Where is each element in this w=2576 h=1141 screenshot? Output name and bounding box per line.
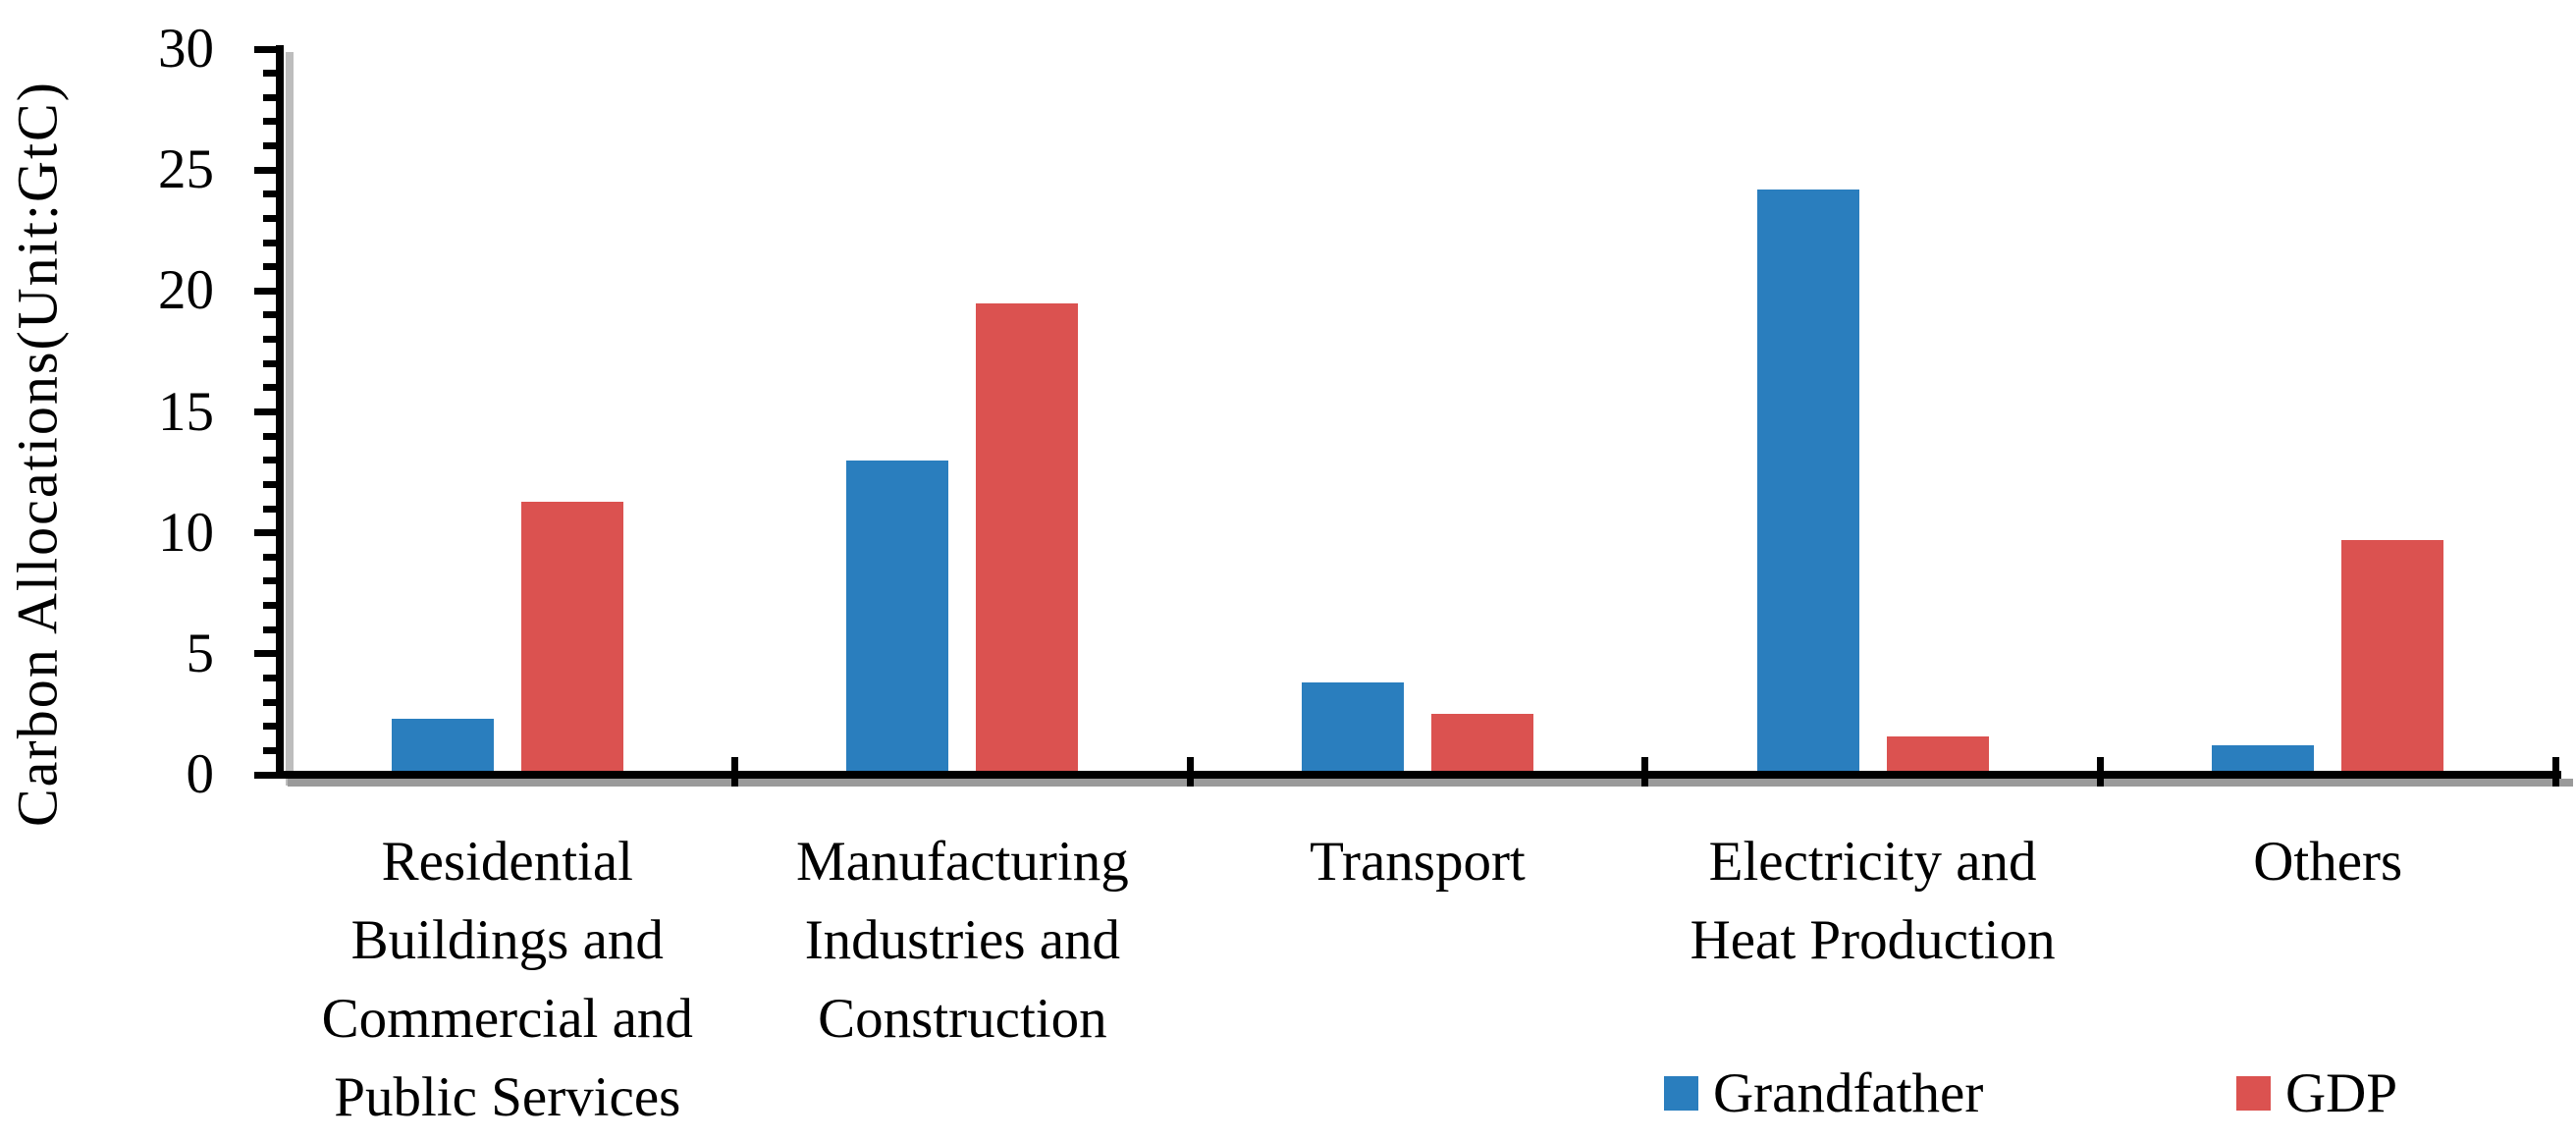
x-boundary-tick — [2096, 757, 2104, 787]
y-minor-tick — [263, 70, 280, 78]
bar-gdp-3 — [1431, 714, 1533, 779]
y-major-tick — [254, 287, 280, 295]
y-minor-tick — [263, 553, 280, 561]
y-minor-tick — [263, 118, 280, 126]
y-tick-label: 15 — [158, 380, 214, 443]
y-minor-tick — [263, 311, 280, 319]
y-minor-tick — [263, 359, 280, 367]
y-minor-tick — [263, 505, 280, 513]
category-label: Others — [2253, 831, 2403, 893]
bar-grandfather-1 — [391, 719, 494, 779]
y-minor-tick — [263, 432, 280, 440]
y-tick-label: 5 — [186, 622, 215, 684]
y-major-tick — [254, 529, 280, 537]
category-label: Manufacturing Industries and Constructio… — [796, 831, 1129, 1050]
y-minor-tick — [263, 239, 280, 246]
bar-grandfather-3 — [1302, 682, 1404, 779]
y-minor-tick — [263, 384, 280, 392]
y-minor-tick — [263, 746, 280, 754]
y-tick-label: 30 — [158, 18, 214, 80]
y-major-tick — [254, 650, 280, 658]
y-minor-tick — [263, 263, 280, 271]
y-minor-tick — [263, 602, 280, 610]
legend-swatch-gdp — [2236, 1075, 2271, 1111]
y-minor-tick — [263, 457, 280, 464]
bar-grandfather-2 — [846, 460, 949, 779]
legend-item-gdp: GDP — [2236, 1062, 2397, 1124]
category-label: Transport — [1310, 831, 1526, 893]
x-axis-line — [276, 771, 2561, 779]
y-minor-tick — [263, 336, 280, 344]
legend-item-grandfather: Grandfather — [1664, 1062, 1983, 1124]
y-minor-tick — [263, 625, 280, 633]
y-major-tick — [254, 45, 280, 53]
x-boundary-tick — [2551, 757, 2559, 787]
legend-swatch-grandfather — [1664, 1075, 1698, 1111]
bar-grandfather-4 — [1756, 189, 1859, 779]
x-boundary-tick — [1641, 757, 1649, 787]
x-boundary-tick — [1186, 757, 1194, 787]
bar-gdp-1 — [520, 501, 623, 779]
y-minor-tick — [263, 674, 280, 681]
y-tick-label: 0 — [186, 743, 215, 805]
y-major-tick — [254, 408, 280, 415]
bar-gdp-2 — [976, 302, 1079, 779]
y-minor-tick — [263, 142, 280, 150]
y-major-tick — [254, 166, 280, 174]
category-label: Residential Buildings and Commercial and… — [321, 831, 693, 1128]
y-tick-label: 10 — [158, 501, 214, 564]
y-minor-tick — [263, 480, 280, 488]
bar-gdp-5 — [2341, 540, 2444, 779]
y-axis-line — [276, 45, 284, 779]
y-minor-tick — [263, 577, 280, 585]
y-minor-tick — [263, 214, 280, 222]
y-minor-tick — [263, 93, 280, 101]
y-tick-label: 25 — [158, 138, 214, 201]
y-minor-tick — [263, 723, 280, 731]
category-label: Electricity and Heat Production — [1690, 831, 2056, 971]
legend-label-grandfather: Grandfather — [1713, 1061, 1984, 1124]
y-major-tick — [254, 771, 280, 779]
legend-label-gdp: GDP — [2285, 1061, 2398, 1124]
x-boundary-tick — [731, 757, 739, 787]
y-minor-tick — [263, 190, 280, 198]
y-minor-tick — [263, 698, 280, 706]
y-tick-label: 20 — [158, 259, 214, 322]
